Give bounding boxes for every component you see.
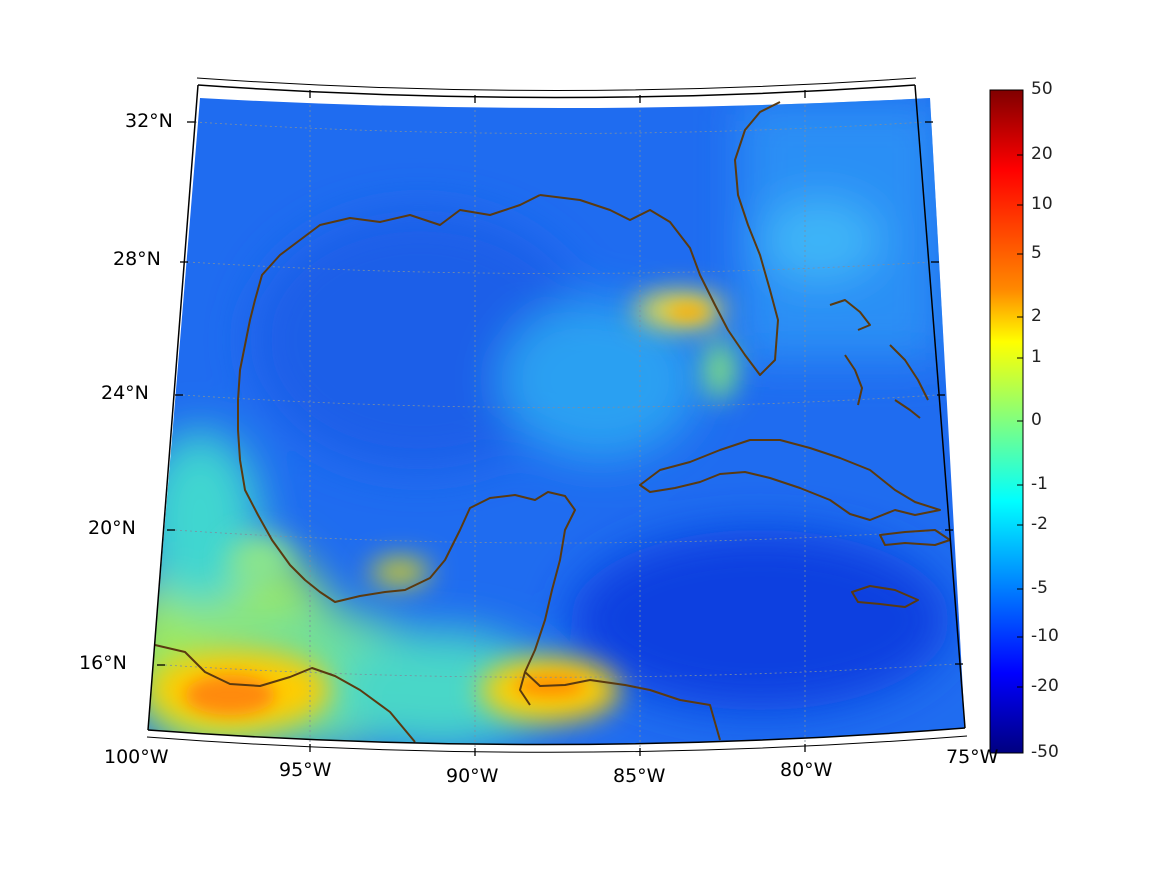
colorbar-label: -20 [1031, 676, 1059, 696]
colorbar-label: 50 [1031, 79, 1053, 99]
lat-label-32n: 32°N [125, 110, 173, 132]
data-field [148, 98, 965, 745]
colorbar-ticks [1017, 89, 1023, 754]
lat-label-28n: 28°N [113, 248, 161, 270]
colorbar-label: 20 [1031, 144, 1053, 164]
graticule [164, 105, 956, 748]
lon-label-90w: 90°W [446, 765, 499, 787]
colorbar-label: 1 [1031, 347, 1042, 367]
frame-ticks [157, 90, 963, 756]
lon-label-80w: 80°W [780, 759, 833, 781]
colorbar-label: 10 [1031, 194, 1053, 214]
lat-label-16n: 16°N [79, 652, 127, 674]
colorbar-label: 2 [1031, 306, 1042, 326]
lon-label-100w: 100°W [104, 746, 169, 768]
colorbar-label: -1 [1031, 474, 1048, 494]
lat-label-24n: 24°N [101, 382, 149, 404]
colorbar-label: -10 [1031, 626, 1059, 646]
colorbar-label: 0 [1031, 410, 1042, 430]
colorbar-label: 5 [1031, 243, 1042, 263]
colorbar-label: -2 [1031, 514, 1048, 534]
lat-label-20n: 20°N [88, 517, 136, 539]
lon-label-95w: 95°W [279, 759, 332, 781]
lon-label-75w: 75°W [946, 746, 999, 768]
lon-label-85w: 85°W [613, 765, 666, 787]
colorbar-label: -5 [1031, 578, 1048, 598]
map-frame [146, 77, 968, 753]
colorbar-label: -50 [1031, 742, 1059, 762]
coastlines [154, 101, 951, 743]
